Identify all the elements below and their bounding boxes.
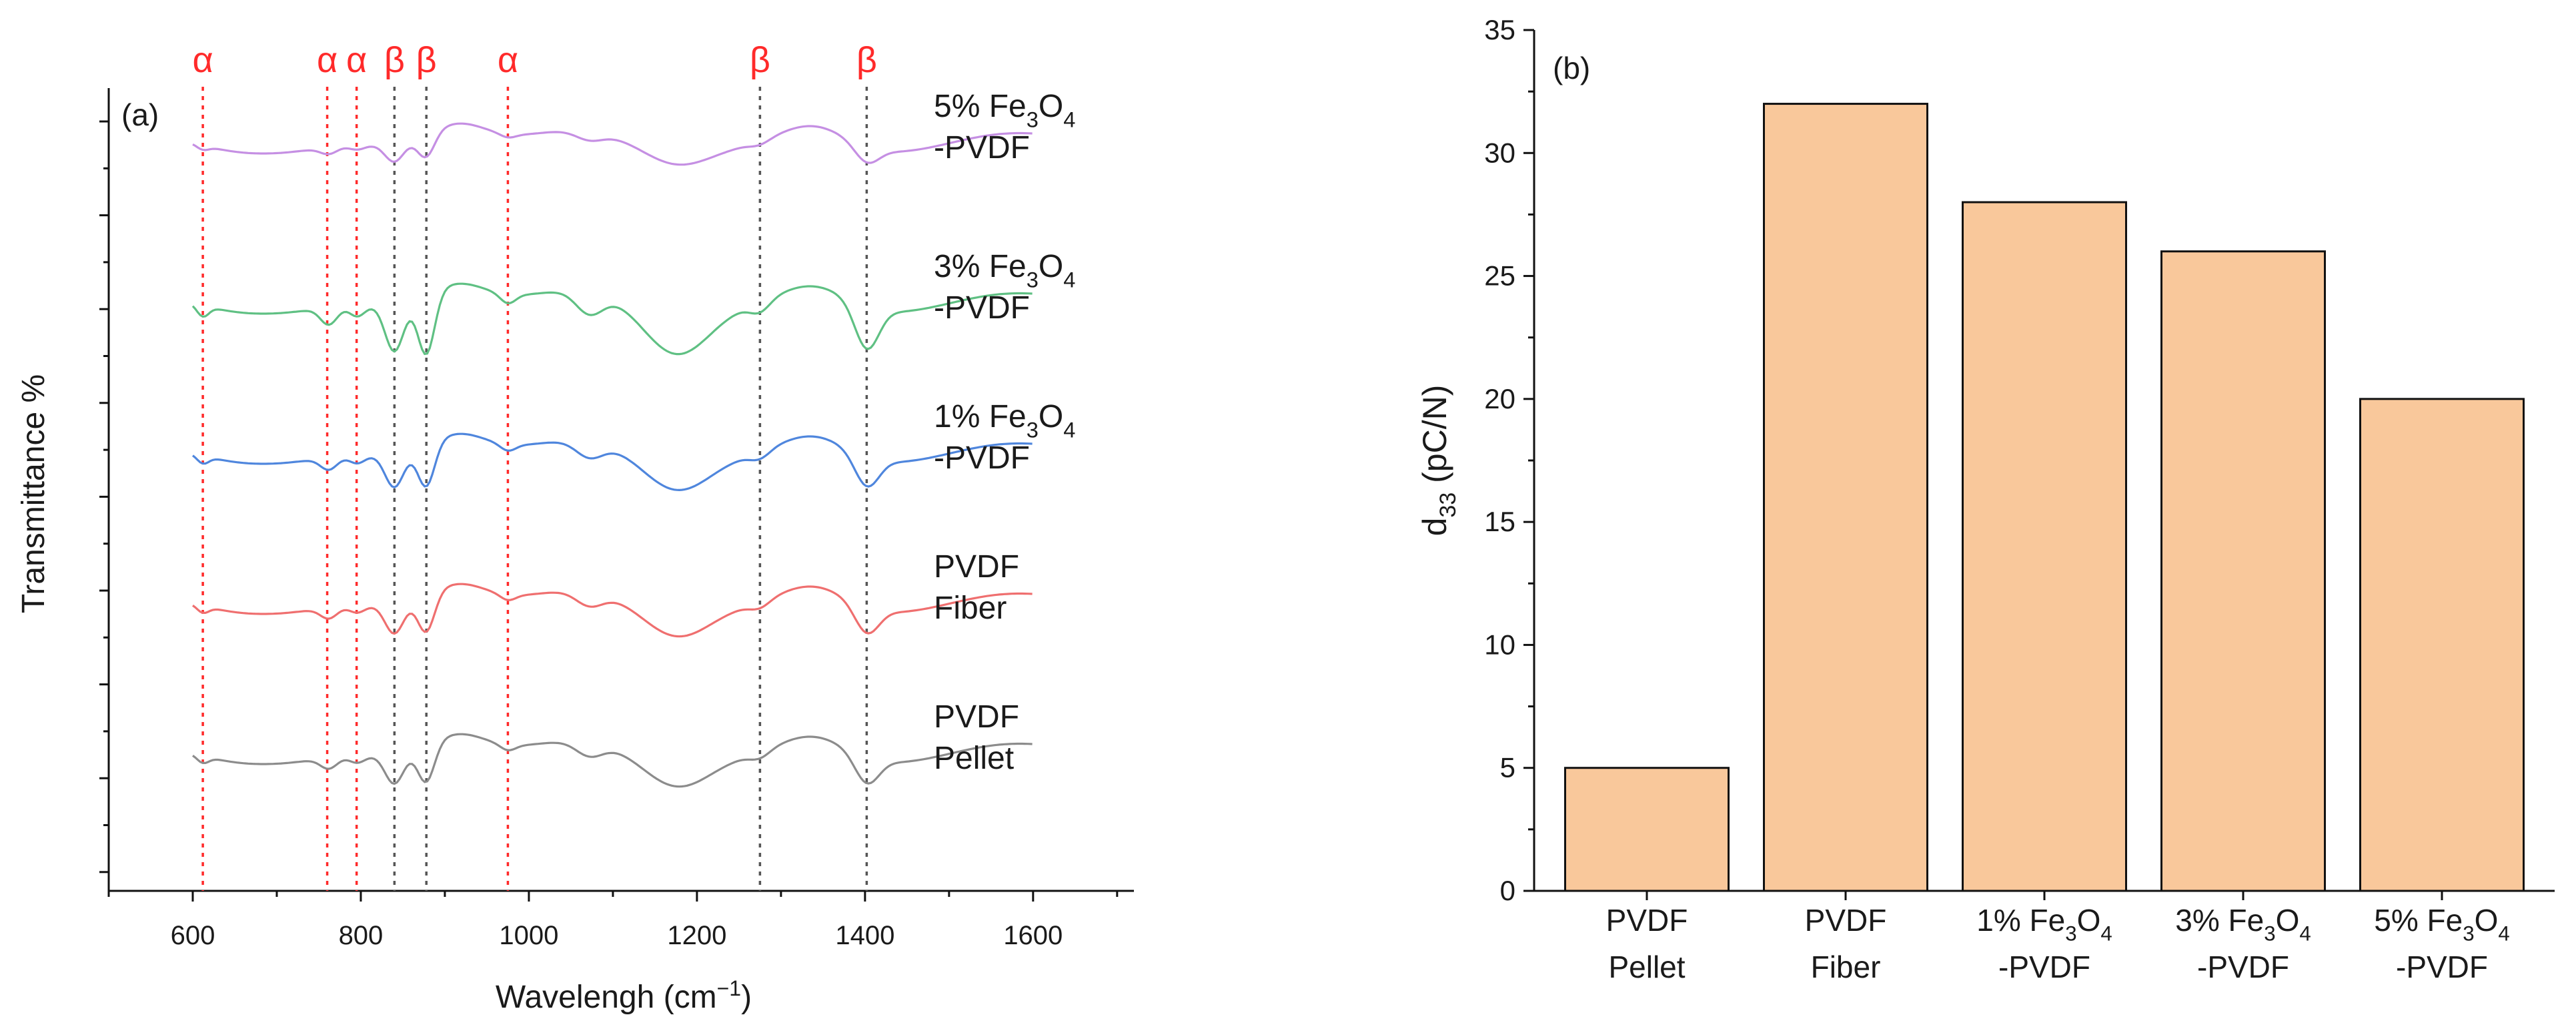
category-label-line1-part-2: O: [2475, 903, 2499, 938]
category-label-line1-part-0: 1% Fe: [1976, 903, 2065, 938]
category-label-line2: -PVDF: [2197, 950, 2289, 984]
x-axis-title-sup: −1: [717, 976, 741, 1000]
series-label-line1-part-2: O: [1039, 89, 1063, 124]
y-axis-title-unit: (pC/N): [1416, 385, 1453, 492]
series-label-line1-part-2: O: [1039, 249, 1063, 284]
bar-4: [2359, 398, 2525, 892]
category-label-line1-part-1: 3: [2264, 922, 2275, 946]
series-label-line1: 5% Fe3O4: [934, 89, 1075, 131]
marker-label-alpha: α: [317, 40, 338, 80]
category-label-line1-part-3: 4: [2498, 922, 2509, 946]
category-label-line1-part-1: 3: [2463, 922, 2474, 946]
series-label-line1-part-1: 3: [1027, 107, 1039, 131]
series-label-line2: Pellet: [934, 741, 1014, 776]
marker-label-alpha: α: [192, 40, 213, 80]
series-line-pvdf-fiber: [192, 583, 1033, 638]
x-tick-label: 1000: [499, 921, 558, 950]
category-label-line1-part-0: PVDF: [1805, 903, 1887, 938]
y-tick-label: 35: [1484, 14, 1515, 45]
marker-label-beta: β: [856, 40, 877, 80]
series-label-line1: PVDF: [934, 699, 1019, 735]
y-axis-title-sub: 33: [1435, 492, 1461, 518]
category-label-line1: 3% Fe3O4: [2175, 903, 2311, 946]
y-axis-title-main: d: [1416, 518, 1453, 537]
series-line-5-fe3o4-pvdf: [192, 122, 1033, 166]
series-label-line1-part-0: PVDF: [934, 699, 1019, 735]
x-tick-label: 600: [171, 921, 215, 950]
category-label-line1-part-1: 3: [2065, 922, 2076, 946]
marker-label-alpha: α: [346, 40, 367, 80]
x-tick-label: 1400: [835, 921, 894, 950]
category-label-line2: Pellet: [1608, 950, 1685, 984]
bar-2: [1962, 201, 2127, 892]
series-label-line1-part-1: 3: [1027, 417, 1039, 442]
category-label-line2: -PVDF: [2396, 950, 2488, 984]
series-label-line1-part-0: 5% Fe: [934, 89, 1027, 124]
category-label-line1: PVDF: [1606, 903, 1688, 938]
series-label-line1-part-3: 4: [1063, 417, 1075, 442]
y-axis-title: d33 (pC/N): [1416, 385, 1461, 537]
marker-label-beta: β: [416, 40, 437, 80]
y-tick-label: 15: [1484, 506, 1515, 537]
category-label-line1: PVDF: [1805, 903, 1887, 938]
series-label-line1-part-0: 3% Fe: [934, 249, 1027, 284]
series-line-1-fe3o4-pvdf: [191, 432, 1033, 492]
bar-3: [2160, 250, 2326, 892]
category-label-line1-part-2: O: [2077, 903, 2101, 938]
bar-1: [1763, 103, 1928, 892]
category-label-line1-part-2: O: [2276, 903, 2300, 938]
series-label-line2: -PVDF: [934, 130, 1030, 165]
category-label-line1-part-0: PVDF: [1606, 903, 1688, 938]
category-label-line1: 1% Fe3O4: [1976, 903, 2112, 946]
y-tick-label: 0: [1500, 875, 1515, 906]
panel-label-b: (b): [1553, 51, 1590, 85]
series-label-line1: 1% Fe3O4: [934, 399, 1075, 442]
x-axis-title: Wavelengh (cm−1): [496, 976, 752, 1015]
series-label-line2: Fiber: [934, 591, 1007, 626]
category-label-line1-part-0: 5% Fe: [2374, 903, 2463, 938]
category-label-line1-part-0: 3% Fe: [2175, 903, 2264, 938]
series-label-line2: -PVDF: [934, 290, 1030, 326]
series-label-line1-part-3: 4: [1063, 107, 1075, 131]
series-label-line1: PVDF: [934, 549, 1019, 585]
series-label-line1: 3% Fe3O4: [934, 249, 1075, 292]
marker-label-beta: β: [750, 40, 770, 80]
category-label-line2: -PVDF: [1998, 950, 2090, 984]
category-label-line1: 5% Fe3O4: [2374, 903, 2510, 946]
x-axis-title-main: Wavelengh (cm: [496, 980, 717, 1015]
series-label-line1-part-0: 1% Fe: [934, 399, 1027, 434]
series-line-pvdf-pellet: [192, 733, 1033, 788]
series-label-line1-part-2: O: [1039, 399, 1063, 434]
series-label-line1-part-1: 3: [1027, 267, 1039, 292]
x-tick-label: 1200: [667, 921, 726, 950]
x-tick-label: 800: [339, 921, 384, 950]
series-label-line1-part-0: PVDF: [934, 549, 1019, 585]
panel-label-a: (a): [121, 97, 159, 132]
y-tick-label: 10: [1484, 629, 1515, 660]
bar-0: [1564, 767, 1730, 892]
series-label-line2: -PVDF: [934, 440, 1030, 476]
marker-label-beta: β: [384, 40, 405, 80]
y-tick-label: 20: [1484, 383, 1515, 414]
x-axis-title-end: ): [741, 980, 752, 1015]
series-line-3-fe3o4-pvdf: [191, 282, 1033, 356]
y-axis-title: Transmittance %: [16, 374, 51, 613]
y-tick-label: 25: [1484, 260, 1515, 292]
panel-a-ftir-chart: 600 800 1000 1200 1400 1600 Wavelengh (cm−1) Tr…: [16, 40, 1134, 1015]
series-label-line1-part-3: 4: [1063, 267, 1075, 292]
y-tick-label: 30: [1484, 137, 1515, 168]
category-label-line1-part-3: 4: [2299, 922, 2311, 946]
y-tick-label: 5: [1500, 752, 1515, 783]
marker-label-alpha: α: [498, 40, 518, 80]
category-label-line1-part-3: 4: [2100, 922, 2112, 946]
category-label-line2: Fiber: [1811, 950, 1881, 984]
x-tick-label: 1600: [1003, 921, 1063, 950]
